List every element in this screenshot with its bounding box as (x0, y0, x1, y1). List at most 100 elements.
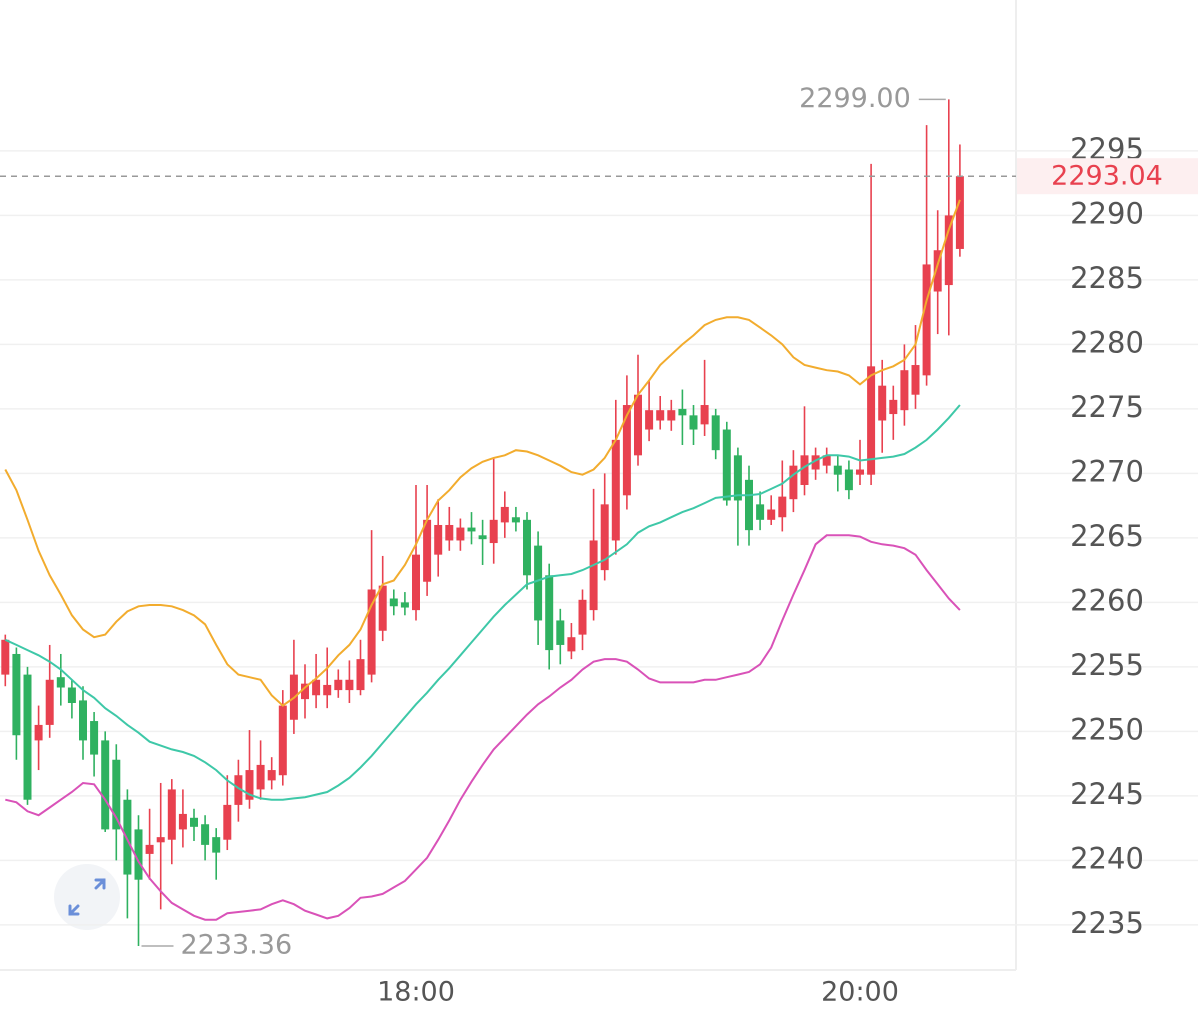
expand-button[interactable] (54, 864, 120, 930)
candle-body (201, 824, 210, 845)
y-tick-label: 2235 (1070, 906, 1144, 940)
candle-body (1, 639, 10, 675)
candle-body (811, 455, 820, 470)
y-tick-label: 2280 (1070, 325, 1144, 359)
candle-body (955, 176, 964, 249)
y-tick-label: 2265 (1070, 519, 1144, 553)
candle-body (833, 465, 842, 475)
expand-icon (68, 878, 106, 916)
candle-body (23, 674, 32, 800)
candle-body (489, 519, 498, 544)
candle-body (56, 677, 65, 688)
candle-body (767, 509, 776, 520)
y-tick-label: 2285 (1070, 261, 1144, 295)
y-tick-label: 2260 (1070, 583, 1144, 617)
candle-body (267, 770, 276, 781)
candle-body (900, 370, 909, 411)
candle-body (34, 724, 43, 741)
candle-body (167, 789, 176, 840)
candle-body (334, 679, 343, 691)
candle-body (722, 429, 731, 501)
y-tick-label: 2250 (1070, 712, 1144, 746)
x-tick-label: 20:00 (821, 977, 899, 1008)
candles (1, 99, 964, 947)
candle-body (511, 517, 520, 523)
candle-body (689, 415, 698, 430)
candle-body (256, 764, 265, 790)
candle-body (90, 721, 99, 755)
candle-body (678, 408, 687, 416)
candle-body (112, 759, 121, 830)
y-tick-label: 2290 (1070, 196, 1144, 230)
candle-body (822, 455, 831, 466)
band-line (4, 404, 961, 801)
y-tick-label: 2255 (1070, 648, 1144, 682)
candle-body (611, 439, 620, 541)
candle-body (944, 215, 953, 286)
candle-body (45, 679, 54, 725)
y-tick-label: 2240 (1070, 841, 1144, 875)
y-tick-label: 2275 (1070, 390, 1144, 424)
candle-body (500, 506, 509, 523)
y-tick-label: 2270 (1070, 454, 1144, 488)
candle-body (178, 813, 187, 830)
candle-body (79, 700, 87, 741)
candle-body (345, 679, 354, 691)
candle-body (778, 496, 787, 518)
candle-body (523, 519, 531, 576)
candle-body (867, 366, 876, 475)
candle-body (101, 740, 110, 830)
candle-body (567, 637, 576, 652)
candle-body (634, 394, 642, 456)
candle-body (933, 250, 942, 292)
candle-body (389, 598, 398, 607)
candle-body (711, 415, 720, 451)
candle-body (123, 799, 132, 875)
candle-body (545, 575, 554, 651)
candle-body (700, 405, 709, 425)
candle-body (412, 554, 420, 611)
candle-body (67, 687, 76, 703)
candle-body (589, 540, 598, 611)
candle-body (190, 817, 198, 827)
candle-body (656, 410, 665, 421)
candle-body (434, 524, 443, 555)
candle-body (212, 837, 221, 853)
candle-body (733, 455, 742, 501)
candle-body (600, 504, 609, 571)
candle-body (378, 585, 387, 631)
candle-body (844, 469, 853, 491)
candle-body (12, 653, 21, 736)
candle-body (911, 365, 920, 395)
candle-body (356, 659, 365, 691)
candle-body (789, 465, 798, 500)
candle-body (745, 479, 753, 531)
candle-body (467, 527, 476, 532)
candle-body (278, 705, 287, 776)
candle-body (922, 264, 931, 376)
candle-body (301, 683, 309, 700)
band-line (4, 199, 961, 707)
candle-body (134, 829, 143, 880)
band-line (5, 534, 961, 921)
candle-body (756, 504, 765, 520)
candle-body (245, 770, 254, 800)
candle-body (645, 410, 654, 430)
candle-body (556, 620, 565, 645)
candle-body (667, 410, 676, 421)
y-tick-label: 2245 (1070, 777, 1144, 811)
last-price-label: 2293.04 (1051, 161, 1163, 192)
candle-body (234, 775, 243, 805)
grid (0, 150, 1198, 926)
candle-body (423, 519, 432, 582)
candle-body (878, 385, 887, 421)
candle-body (400, 602, 409, 608)
candle-body (223, 804, 232, 840)
candle-body (367, 589, 376, 675)
candle-body (145, 844, 154, 854)
candle-body (312, 679, 321, 696)
candle-body (478, 535, 487, 540)
candle-body (323, 684, 332, 696)
